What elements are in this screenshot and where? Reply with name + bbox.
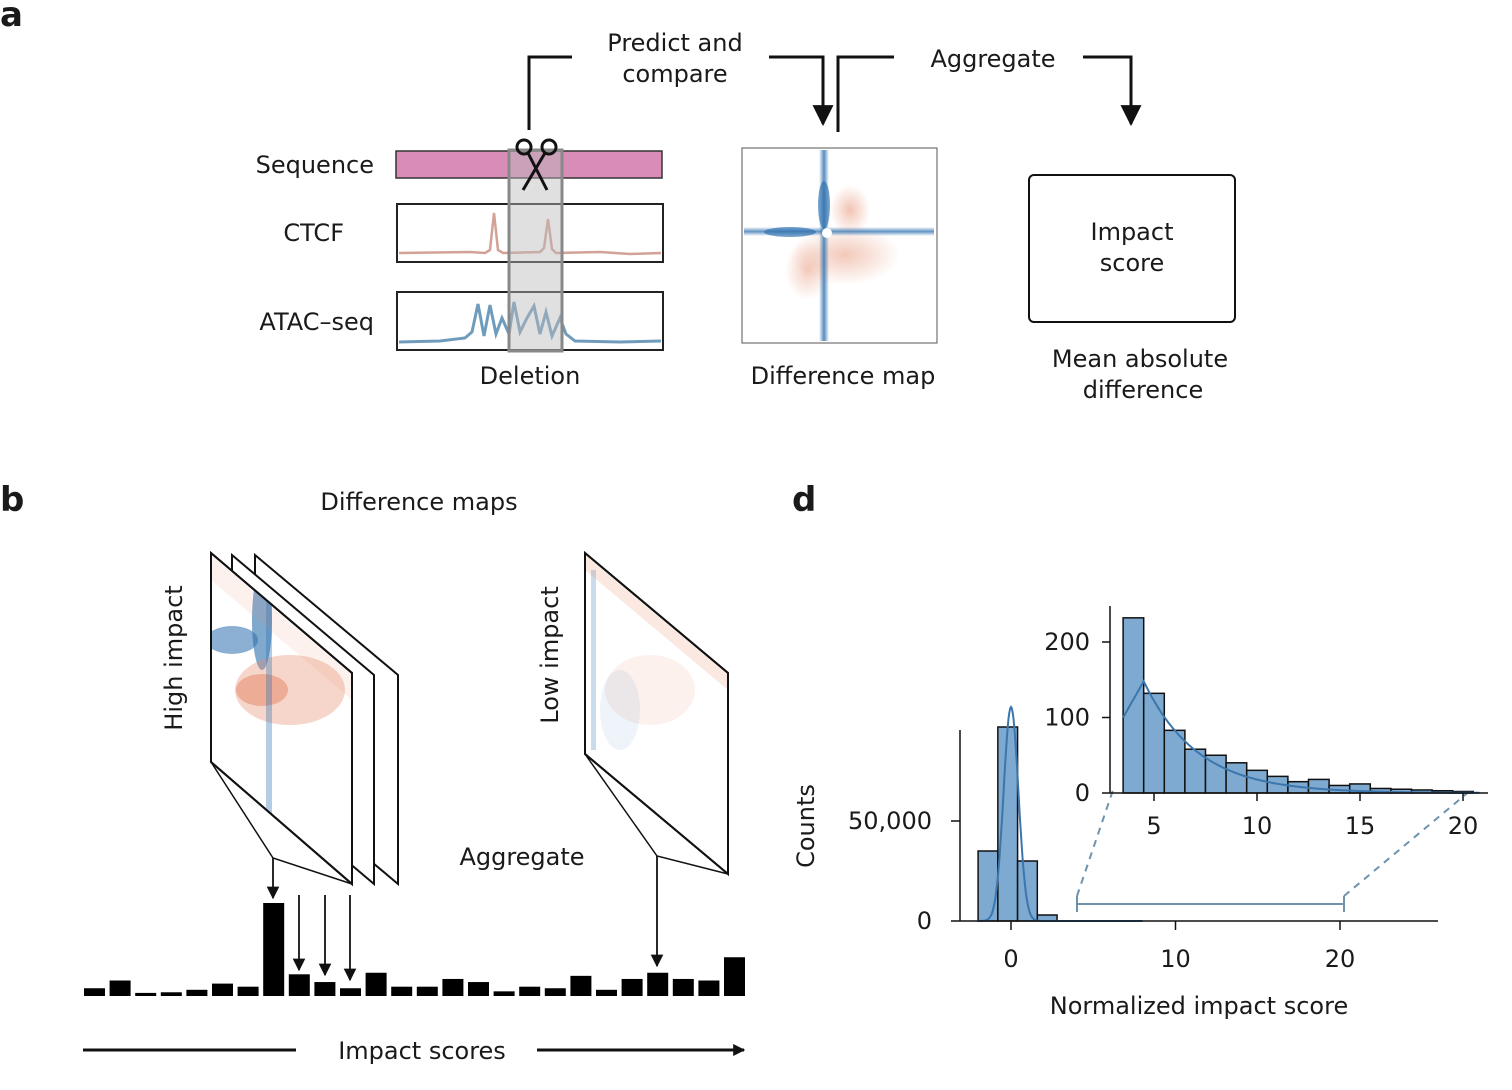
inset-y-tick-label: 100 bbox=[1044, 704, 1090, 732]
impact-bar bbox=[160, 992, 182, 996]
impact-bar bbox=[186, 989, 208, 996]
low-impact-map bbox=[584, 550, 729, 877]
impact-bar bbox=[135, 992, 157, 996]
inset-x-tick-label: 5 bbox=[1146, 812, 1161, 840]
impact-bar bbox=[288, 974, 310, 996]
impact-bar bbox=[365, 972, 387, 996]
x-axis-label: Normalized impact score bbox=[1050, 992, 1348, 1020]
inset-x-tick-label: 15 bbox=[1345, 812, 1376, 840]
zoom-range-bracket bbox=[1076, 896, 1345, 912]
inset-x-tick-label: 20 bbox=[1448, 812, 1479, 840]
impact-bar bbox=[391, 986, 413, 996]
low-impact-label: Low impact bbox=[536, 586, 564, 723]
x-tick-label: 10 bbox=[1160, 945, 1191, 973]
x-tick-label: 0 bbox=[1003, 945, 1018, 973]
inset-histogram bbox=[1122, 617, 1480, 794]
scissors-icon bbox=[515, 138, 558, 191]
impact-bar bbox=[544, 988, 566, 996]
impact-bar bbox=[442, 978, 464, 996]
inset-bar bbox=[1225, 762, 1248, 794]
high-impact-label: High impact bbox=[160, 585, 188, 730]
impact-bar bbox=[672, 978, 694, 996]
impact-bar bbox=[237, 986, 259, 996]
impact-bar bbox=[698, 980, 720, 996]
main-ticks: 0 10 20 0 50,000 bbox=[848, 807, 1355, 973]
difference-map-label: Difference map bbox=[751, 362, 936, 390]
inset-bar bbox=[1163, 729, 1186, 794]
impact-bar bbox=[621, 978, 643, 996]
bracket-mid bbox=[836, 55, 894, 132]
impact-axis-label: Impact scores bbox=[338, 1037, 506, 1065]
impact-bar bbox=[493, 991, 515, 996]
panel-b-title: Difference maps bbox=[320, 488, 517, 516]
panel-a: a Predict and compare Aggregate Sequence… bbox=[0, 0, 1236, 404]
step1-line2: compare bbox=[622, 60, 727, 88]
track-label-ctcf: CTCF bbox=[283, 219, 344, 247]
track-label-sequence: Sequence bbox=[256, 151, 374, 179]
impact-caption-line1: Mean absolute bbox=[1052, 345, 1228, 373]
deletion-window bbox=[507, 148, 564, 353]
impact-bar bbox=[340, 988, 361, 996]
step2-label: Aggregate bbox=[930, 45, 1055, 73]
impact-bar bbox=[647, 972, 669, 996]
impact-box-line2: score bbox=[1100, 249, 1165, 277]
ctcf-signal bbox=[398, 212, 662, 256]
inset-bar bbox=[1307, 778, 1330, 794]
inset-bar bbox=[1142, 692, 1166, 794]
aggregate-label-b: Aggregate bbox=[459, 843, 584, 871]
zoom-connector-left bbox=[1076, 789, 1114, 897]
impact-bar bbox=[724, 957, 745, 996]
inset-y-tick-label: 200 bbox=[1044, 628, 1090, 656]
panel-label-d: d bbox=[792, 480, 816, 520]
bracket-left bbox=[527, 55, 572, 130]
y-tick-label: 0 bbox=[917, 907, 932, 935]
impact-bars bbox=[84, 903, 745, 996]
panel-label-a: a bbox=[0, 0, 23, 35]
y-axis-label: Counts bbox=[792, 784, 820, 868]
impact-caption-line2: difference bbox=[1083, 376, 1203, 404]
impact-score-box bbox=[1028, 174, 1236, 323]
difference-map bbox=[741, 147, 938, 344]
impact-bar bbox=[519, 986, 541, 996]
panel-b: b Difference maps High impact bbox=[0, 480, 746, 1065]
impact-bar bbox=[416, 986, 438, 996]
impact-bar bbox=[468, 982, 489, 996]
impact-bar bbox=[596, 989, 617, 996]
high-impact-map bbox=[210, 550, 353, 887]
predict-arrow bbox=[769, 55, 834, 127]
inset-x-tick-label: 10 bbox=[1242, 812, 1273, 840]
inset-y-tick-label: 0 bbox=[1075, 779, 1090, 807]
track-label-atac: ATAC–seq bbox=[259, 308, 374, 336]
deletion-label: Deletion bbox=[480, 362, 581, 390]
impact-bar bbox=[570, 975, 592, 996]
impact-bar bbox=[314, 982, 336, 996]
impact-bar bbox=[109, 980, 131, 996]
main-histogram bbox=[977, 705, 1143, 922]
zoom-connector-right bbox=[1343, 789, 1472, 897]
aggregate-arrow bbox=[1083, 55, 1142, 127]
inset-bar bbox=[1122, 617, 1145, 794]
x-tick-label: 20 bbox=[1325, 945, 1356, 973]
impact-box-line1: Impact bbox=[1090, 218, 1173, 246]
step1-line1: Predict and bbox=[607, 29, 742, 57]
impact-bar bbox=[84, 988, 105, 996]
histogram-bar bbox=[1016, 860, 1039, 922]
impact-bar bbox=[212, 983, 233, 996]
y-tick-label: 50,000 bbox=[848, 807, 932, 835]
panel-label-b: b bbox=[0, 480, 24, 520]
histogram-bar bbox=[977, 850, 999, 922]
impact-bar bbox=[263, 903, 285, 996]
